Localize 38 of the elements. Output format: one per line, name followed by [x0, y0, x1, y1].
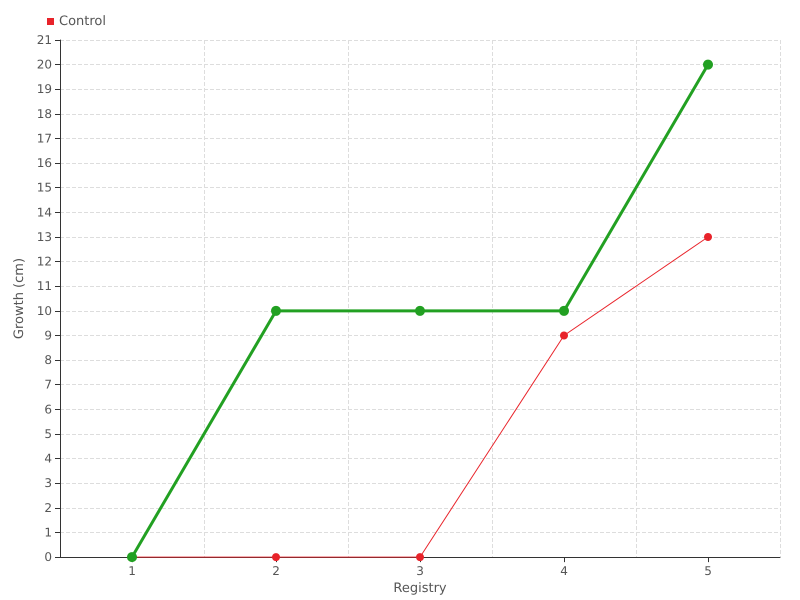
- y-tick-label: 1: [44, 525, 52, 540]
- point: [415, 306, 425, 316]
- point: [560, 331, 568, 340]
- y-tick-label: 6: [44, 402, 52, 416]
- y-tick-label: 0: [44, 550, 52, 564]
- y-tick-label: 17: [36, 131, 52, 146]
- point: [272, 553, 280, 562]
- x-axis-title: Registry: [393, 581, 447, 596]
- point: [559, 306, 569, 316]
- y-tick-label: 13: [36, 230, 52, 244]
- point: [271, 306, 281, 316]
- y-tick-label: 8: [44, 353, 52, 368]
- y-tick-label: 21: [36, 33, 52, 47]
- y-tick-label: 14: [36, 205, 52, 220]
- y-tick-label: 20: [36, 58, 52, 72]
- x-tick-label: 4: [560, 564, 568, 578]
- point: [704, 232, 712, 241]
- y-tick-label: 15: [36, 180, 52, 195]
- y-tick-label: 12: [36, 254, 52, 269]
- y-tick-label: 2: [44, 500, 52, 515]
- y-tick-label: 5: [44, 426, 52, 441]
- point: [703, 60, 713, 70]
- y-tick-label: 7: [44, 378, 52, 392]
- y-tick-label: 9: [44, 328, 52, 342]
- point: [416, 553, 424, 562]
- y-axis-title: Growth (cm): [12, 258, 27, 340]
- y-tick-label: 11: [36, 279, 52, 294]
- y-tick-label: 4: [44, 452, 52, 466]
- x-tick-label: 5: [704, 564, 712, 578]
- x-tick-label: 1: [128, 564, 136, 578]
- y-tick-label: 3: [44, 476, 52, 490]
- x-tick-label: 3: [416, 564, 424, 578]
- y-tick-label: 10: [36, 304, 52, 318]
- y-tick-label: 16: [36, 156, 52, 170]
- x-tick-label: 2: [272, 564, 280, 578]
- y-tick-label: 19: [36, 82, 52, 96]
- y-tick-label: 18: [36, 106, 52, 121]
- legend-label: Control: [59, 14, 106, 29]
